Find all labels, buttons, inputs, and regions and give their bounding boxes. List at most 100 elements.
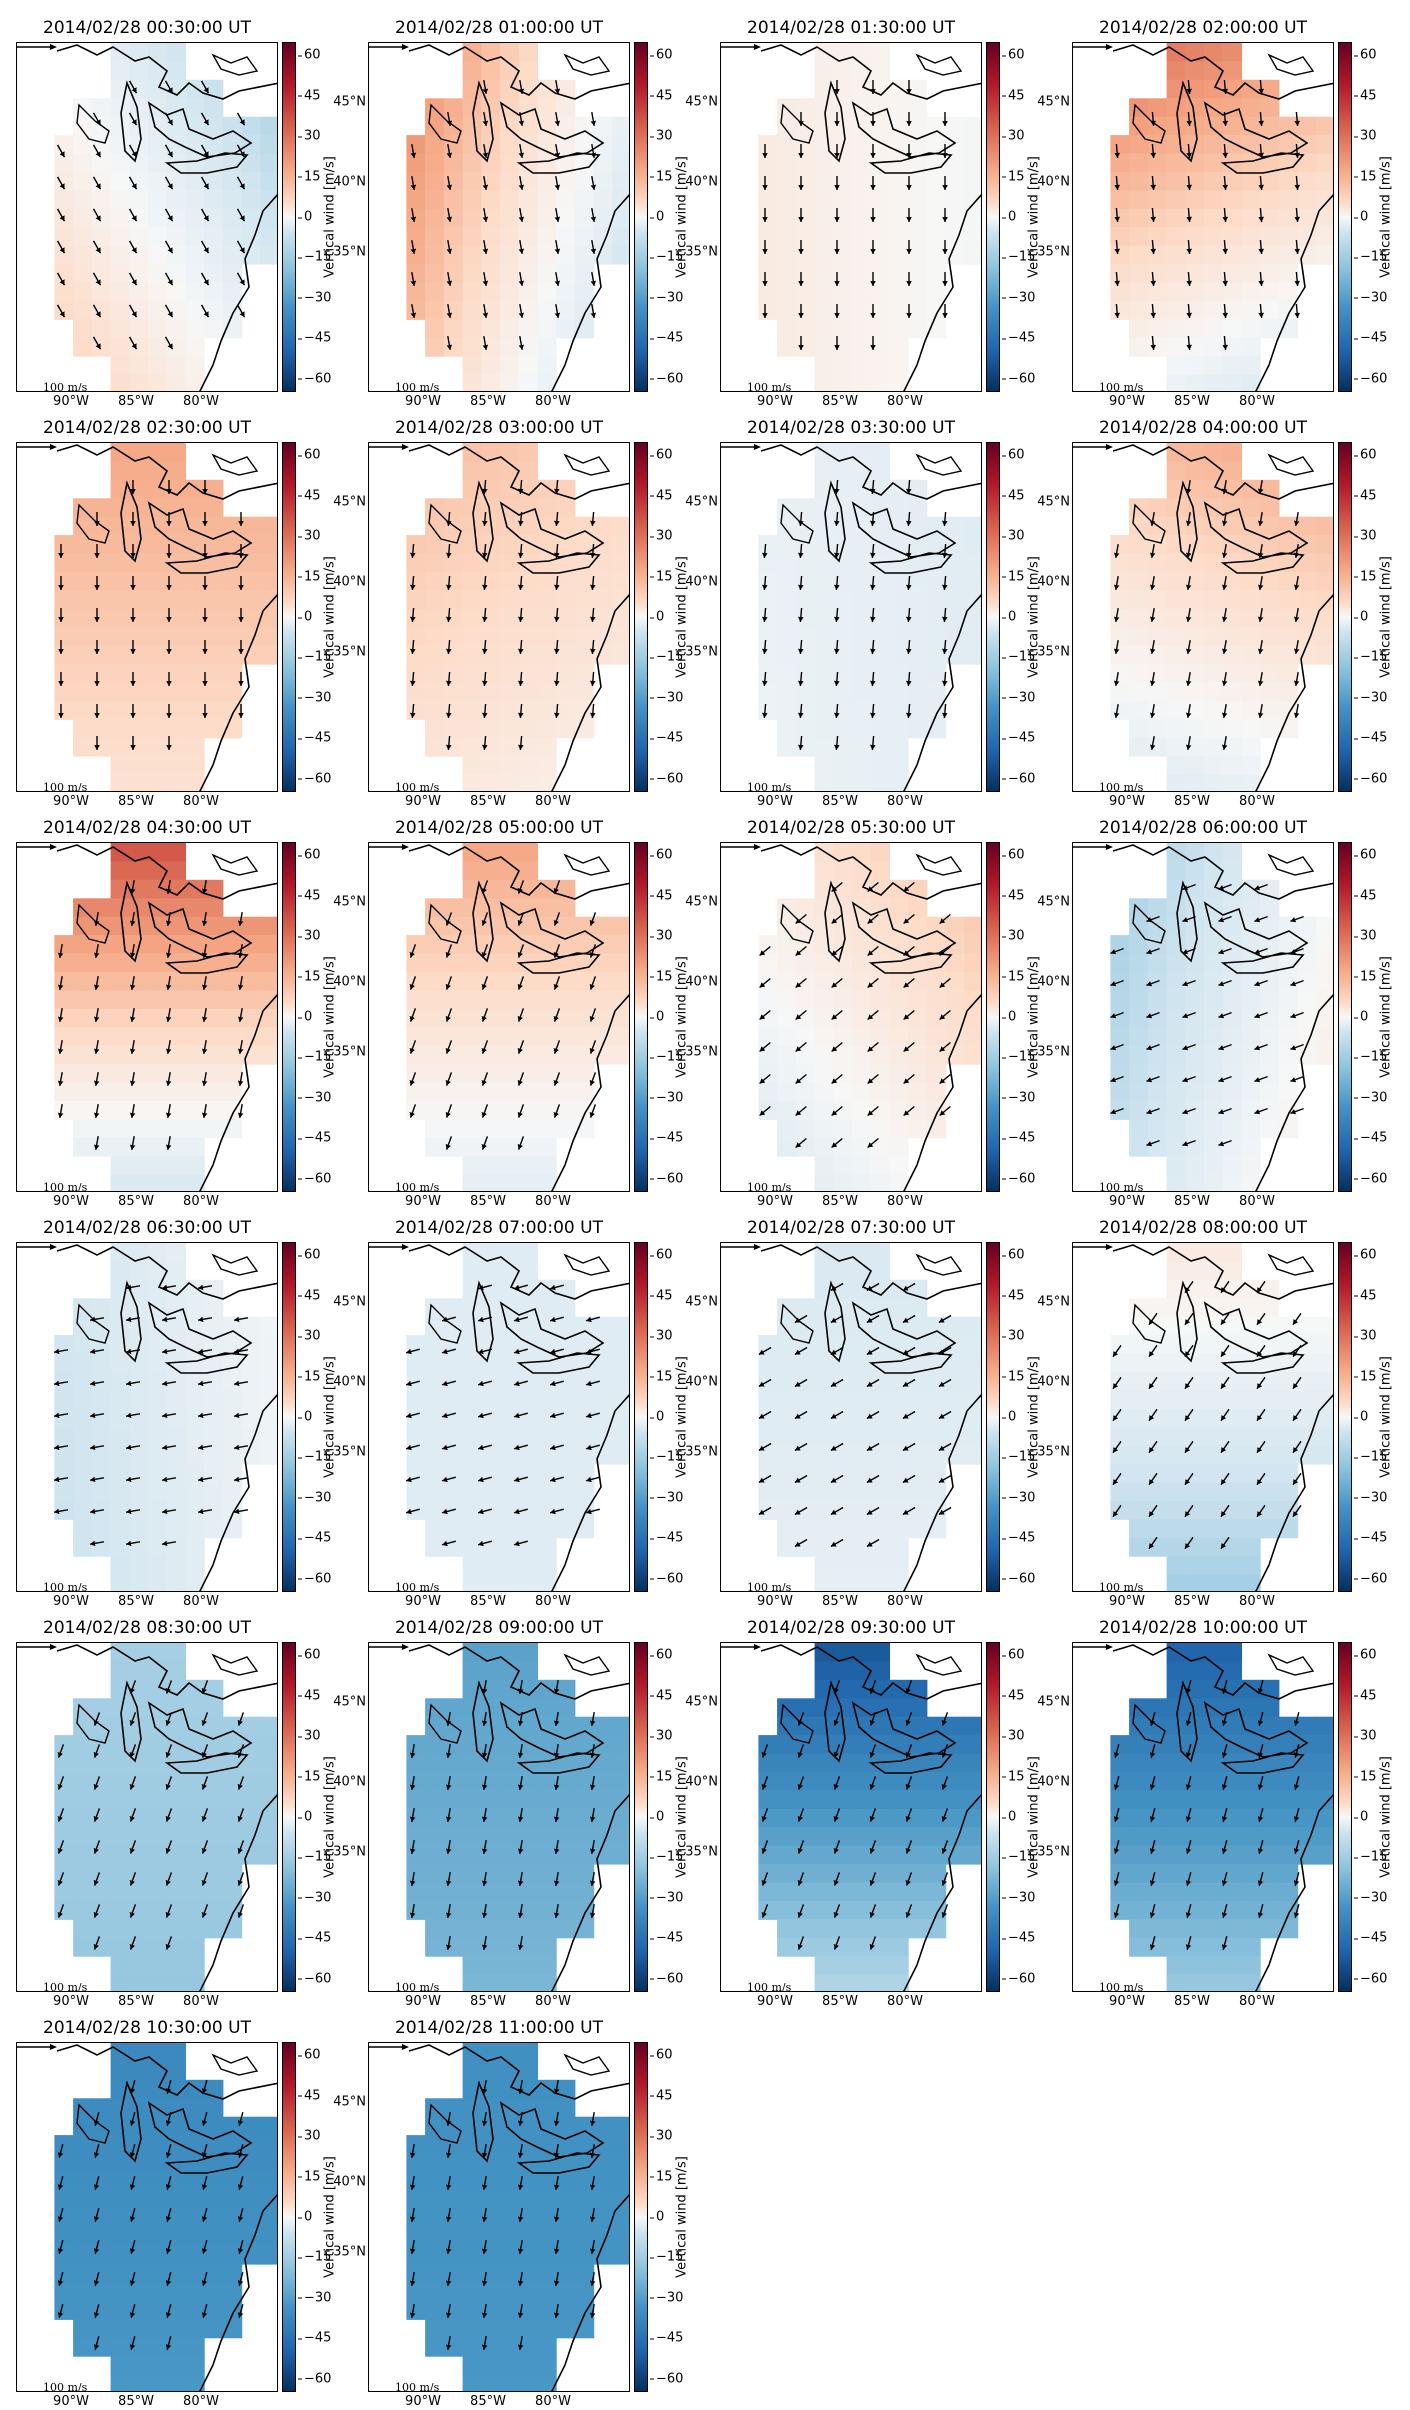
wind-cell [241, 571, 261, 591]
wind-cell [54, 1408, 74, 1428]
wind-arrow [1254, 915, 1268, 923]
wind-cell [462, 627, 482, 647]
colorbar-tick-label: −45 [1001, 1130, 1036, 1146]
wind-cell [54, 590, 74, 610]
wind-cell [870, 843, 890, 862]
map-axes: 100 m/s [720, 1242, 982, 1592]
wind-arrow [834, 703, 840, 719]
colorbar-tick-label: 60 [1002, 1647, 1025, 1663]
wind-arrow [550, 1316, 564, 1323]
wind-cell [777, 1445, 797, 1465]
reference-arrow-label: 100 m/s [747, 1581, 792, 1592]
wind-cell [1110, 1500, 1130, 1520]
wind-cell [518, 627, 538, 647]
wind-arrow [92, 208, 102, 222]
wind-cell [889, 319, 909, 339]
wind-cell [852, 953, 872, 973]
y-tick-label: 45°N [685, 94, 718, 110]
wind-arrow [478, 1348, 492, 1355]
wind-cell [1110, 1008, 1130, 1028]
wind-cell [574, 282, 595, 302]
wind-cell [91, 2098, 112, 2118]
wind-cell [814, 1261, 834, 1281]
wind-cell [129, 645, 149, 665]
colorbar-tick-label: 60 [650, 1247, 673, 1263]
colorbar-tick-label: −45 [649, 1530, 684, 1546]
wind-cell [481, 553, 501, 573]
colorbar-label: Vertical wind [m/s] [1378, 1356, 1394, 1478]
wind-cell [1241, 1100, 1261, 1120]
wind-cell [758, 664, 778, 684]
wind-cell [777, 1845, 797, 1865]
colorbar-tick-label: 60 [1354, 47, 1377, 63]
wind-cell [833, 879, 853, 899]
wind-arrow [939, 1073, 951, 1085]
wind-cell [889, 627, 909, 647]
wind-cell [758, 627, 778, 647]
colorbar-tick-label: −45 [297, 1130, 332, 1146]
wind-cell [556, 1482, 576, 1502]
wind-cell [1204, 479, 1224, 499]
wind-arrow [89, 1316, 105, 1323]
y-tick-label: 45°N [333, 1294, 366, 1310]
wind-arrow [798, 240, 804, 254]
wind-cell [814, 1790, 834, 1810]
wind-cell [537, 1937, 557, 1957]
wind-cell [166, 1643, 186, 1662]
colorbar-tick-label: 60 [650, 847, 673, 863]
wind-cell [1316, 553, 1333, 573]
wind-cell [1222, 719, 1242, 739]
wind-cell [166, 1174, 186, 1191]
wind-arrow [481, 1104, 489, 1118]
wind-cell [204, 1790, 224, 1810]
wind-cell [129, 153, 149, 173]
wind-cell [1147, 1500, 1168, 1520]
wind-cell [1110, 282, 1130, 302]
wind-cell [593, 1353, 613, 1373]
wind-cell [185, 1156, 205, 1176]
wind-arrow [92, 336, 102, 350]
wind-cell [73, 1845, 93, 1865]
wind-cell [852, 1845, 872, 1865]
x-tick-label: 90°W [1109, 394, 1145, 409]
colorbar-tick-label: −45 [297, 330, 332, 346]
colorbar [1338, 1242, 1352, 1592]
wind-cell [110, 1335, 130, 1355]
wind-cell [814, 1335, 834, 1355]
wind-cell [462, 590, 482, 610]
wind-arrow [831, 1009, 843, 1021]
colorbar-label: Vertical wind [m/s] [1378, 956, 1394, 1078]
wind-arrow [446, 271, 453, 287]
reference-arrow [721, 1644, 761, 1650]
y-tick-label: 40°N [685, 1774, 718, 1790]
wind-arrow [589, 1040, 597, 1054]
wind-cell [241, 2153, 261, 2173]
wind-arrow [590, 607, 596, 623]
wind-cell [889, 1137, 909, 1157]
chart-title: 2014/02/28 01:30:00 UT [747, 18, 955, 38]
wind-cell [462, 1390, 482, 1410]
wind-cell [945, 171, 965, 191]
colorbar-tick-label: 45 [1354, 1288, 1377, 1304]
wind-cell [1297, 590, 1317, 610]
wind-cell [870, 461, 890, 481]
reference-arrow [1073, 444, 1113, 450]
wind-cell [110, 1427, 130, 1447]
wind-cell [833, 1790, 853, 1810]
wind-cell [1166, 1556, 1186, 1576]
wind-arrow [164, 304, 174, 318]
wind-arrow [1293, 703, 1300, 719]
wind-cell [185, 1808, 205, 1828]
wind-cell [1222, 1956, 1242, 1976]
wind-cell [1222, 608, 1242, 628]
wind-cell [1204, 245, 1224, 265]
wind-cell [241, 645, 261, 665]
wind-cell [481, 737, 501, 757]
colorbar-tick-label: 30 [650, 928, 673, 944]
wind-cell [1110, 627, 1130, 647]
wind-cell [443, 553, 464, 573]
wind-cell [91, 264, 112, 284]
colorbar-tick-label: −30 [297, 1490, 332, 1506]
wind-cell [537, 1882, 557, 1902]
wind-cell [1129, 590, 1149, 610]
